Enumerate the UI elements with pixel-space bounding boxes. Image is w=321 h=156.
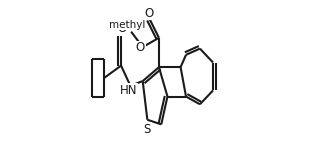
Text: HN: HN <box>120 84 138 97</box>
Text: S: S <box>144 122 151 136</box>
Text: methyl: methyl <box>109 20 145 30</box>
Text: O: O <box>136 41 145 54</box>
Text: O: O <box>144 7 153 20</box>
Text: O: O <box>117 22 126 35</box>
